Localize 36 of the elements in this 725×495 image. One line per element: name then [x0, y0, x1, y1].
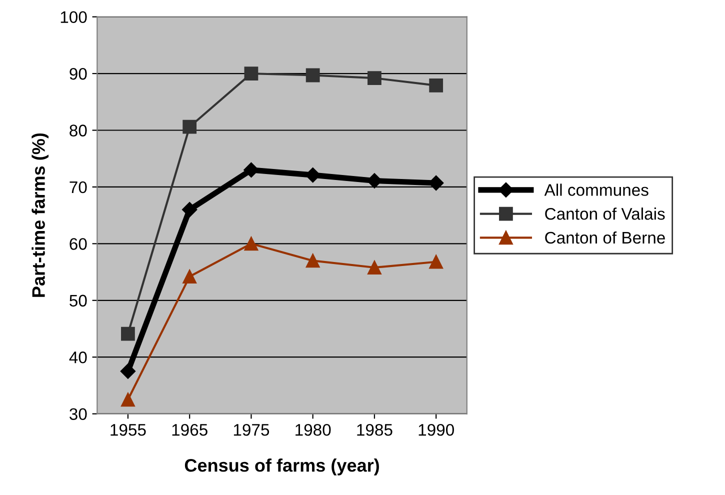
- y-tick-label: 30: [70, 408, 87, 420]
- y-tick-label: 70: [70, 181, 87, 194]
- point: [428, 175, 444, 191]
- y-tick-label: 100: [60, 11, 87, 24]
- point: [244, 236, 258, 251]
- y-tick-label: 80: [70, 124, 87, 136]
- point: [306, 68, 320, 82]
- legend-label: Canton of Berne: [545, 231, 665, 244]
- y-axis-title: Part-time farms (%): [32, 133, 49, 297]
- point: [244, 66, 258, 80]
- legend-label: All communes: [544, 184, 648, 196]
- y-tick-label: 40: [69, 352, 87, 364]
- point: [306, 254, 320, 268]
- point: [429, 78, 444, 92]
- point: [368, 71, 382, 86]
- point: [120, 364, 136, 379]
- point: [121, 392, 135, 407]
- point: [182, 120, 197, 134]
- point: [244, 162, 259, 178]
- x-tick-label: 1980: [296, 424, 331, 436]
- x-tick-label: 1965: [172, 424, 208, 436]
- point: [121, 326, 135, 341]
- y-tick-label: 90: [70, 68, 87, 80]
- x-tick-label: 1955: [110, 424, 146, 436]
- x-tick-label: 1985: [357, 424, 392, 436]
- point: [182, 202, 198, 218]
- point: [305, 167, 320, 183]
- x-tick-label: 1975: [234, 424, 270, 436]
- x-axis-title: Census of farms (year): [184, 458, 379, 476]
- y-tick-label: 50: [70, 294, 87, 307]
- x-tick-label: 1990: [418, 424, 454, 436]
- legend-label: Canton of Valais: [545, 208, 665, 220]
- point: [368, 260, 382, 274]
- y-tick-label: 60: [70, 238, 87, 250]
- point: [182, 270, 197, 284]
- point: [429, 254, 444, 269]
